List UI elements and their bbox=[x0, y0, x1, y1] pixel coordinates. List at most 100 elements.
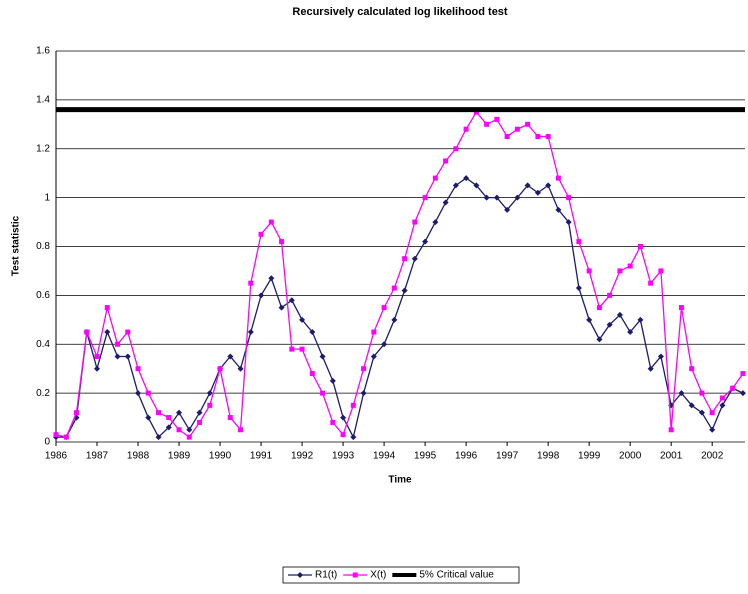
data-point bbox=[627, 263, 633, 269]
data-point bbox=[596, 305, 602, 311]
chart-title: Recursively calculated log likelihood te… bbox=[292, 6, 508, 18]
y-tick-label: 1.4 bbox=[36, 95, 50, 106]
data-point bbox=[74, 410, 80, 416]
data-point bbox=[155, 434, 162, 441]
data-point bbox=[596, 336, 603, 343]
x-tick-label: 2002 bbox=[701, 451, 724, 462]
y-tick-label: 0.2 bbox=[36, 388, 50, 399]
data-point bbox=[114, 353, 121, 360]
data-point bbox=[678, 390, 685, 397]
data-point bbox=[94, 353, 100, 359]
data-point bbox=[124, 353, 131, 360]
data-point bbox=[227, 353, 234, 360]
data-point bbox=[484, 121, 490, 127]
data-point bbox=[524, 182, 531, 189]
data-point bbox=[411, 255, 418, 262]
data-point bbox=[196, 409, 203, 416]
y-tick-label: 1 bbox=[44, 192, 50, 203]
data-point bbox=[699, 390, 705, 396]
y-tick-label: 0.4 bbox=[36, 339, 50, 350]
data-point bbox=[268, 275, 275, 282]
data-point bbox=[719, 395, 725, 401]
data-point bbox=[566, 195, 572, 201]
data-point bbox=[545, 182, 552, 189]
data-point bbox=[616, 311, 623, 318]
x-tick-label: 1995 bbox=[414, 451, 437, 462]
data-point bbox=[84, 329, 90, 335]
data-point bbox=[473, 182, 480, 189]
data-point bbox=[555, 175, 561, 181]
series-line bbox=[56, 177, 744, 439]
data-point bbox=[370, 353, 377, 360]
data-point bbox=[689, 366, 695, 372]
data-point bbox=[514, 126, 520, 132]
x-tick-label: 1991 bbox=[250, 451, 273, 462]
data-point bbox=[94, 365, 101, 372]
x-tick-label: 1994 bbox=[373, 451, 396, 462]
data-point bbox=[401, 287, 408, 294]
data-point bbox=[668, 427, 674, 433]
x-tick-label: 1989 bbox=[168, 451, 191, 462]
legend-marker bbox=[352, 572, 358, 578]
data-point bbox=[525, 121, 531, 127]
data-point bbox=[545, 134, 551, 140]
legend-marker bbox=[297, 572, 303, 578]
data-point bbox=[104, 329, 111, 336]
data-point bbox=[657, 353, 664, 360]
data-point bbox=[104, 305, 110, 311]
x-tick-label: 1986 bbox=[45, 451, 68, 462]
x-tick-label: 1992 bbox=[291, 451, 314, 462]
legend-label: X(t) bbox=[370, 570, 386, 581]
x-axis-label: Time bbox=[388, 475, 412, 486]
y-tick-label: 1.2 bbox=[36, 143, 50, 154]
data-point bbox=[422, 195, 428, 201]
data-point bbox=[247, 329, 254, 336]
data-point bbox=[453, 146, 459, 152]
data-point bbox=[443, 158, 449, 164]
data-point bbox=[709, 410, 715, 416]
data-point bbox=[698, 409, 705, 416]
data-point bbox=[381, 305, 387, 311]
data-point bbox=[186, 426, 193, 433]
data-point bbox=[63, 434, 69, 440]
data-point bbox=[166, 415, 172, 421]
data-point bbox=[504, 206, 511, 213]
data-point bbox=[135, 366, 141, 372]
data-point bbox=[206, 390, 213, 397]
data-point bbox=[227, 415, 233, 421]
data-point bbox=[340, 414, 347, 421]
data-point bbox=[319, 353, 326, 360]
data-point bbox=[268, 219, 274, 225]
data-point bbox=[371, 329, 377, 335]
data-point bbox=[535, 134, 541, 140]
y-tick-label: 0 bbox=[44, 437, 50, 448]
data-point bbox=[299, 346, 305, 352]
data-point bbox=[350, 402, 356, 408]
data-point bbox=[299, 316, 306, 323]
data-point bbox=[514, 194, 521, 201]
data-point bbox=[637, 316, 644, 323]
x-tick-label: 1998 bbox=[537, 451, 560, 462]
data-point bbox=[165, 424, 172, 431]
data-point bbox=[391, 285, 397, 291]
data-point bbox=[207, 402, 213, 408]
data-point bbox=[422, 238, 429, 245]
data-point bbox=[555, 206, 562, 213]
x-tick-label: 2000 bbox=[619, 451, 642, 462]
data-point bbox=[340, 432, 346, 438]
data-point bbox=[237, 365, 244, 372]
legend-label: 5% Critical value bbox=[419, 570, 494, 581]
x-tick-label: 1988 bbox=[127, 451, 150, 462]
data-point bbox=[412, 219, 418, 225]
data-point bbox=[330, 419, 336, 425]
data-point bbox=[504, 134, 510, 140]
data-point bbox=[279, 239, 285, 245]
data-point bbox=[678, 305, 684, 311]
y-axis-label: Test statistic bbox=[11, 215, 22, 276]
data-point bbox=[719, 402, 726, 409]
data-point bbox=[135, 390, 142, 397]
x-tick-label: 1996 bbox=[455, 451, 478, 462]
data-point bbox=[576, 239, 582, 245]
data-point bbox=[452, 182, 459, 189]
